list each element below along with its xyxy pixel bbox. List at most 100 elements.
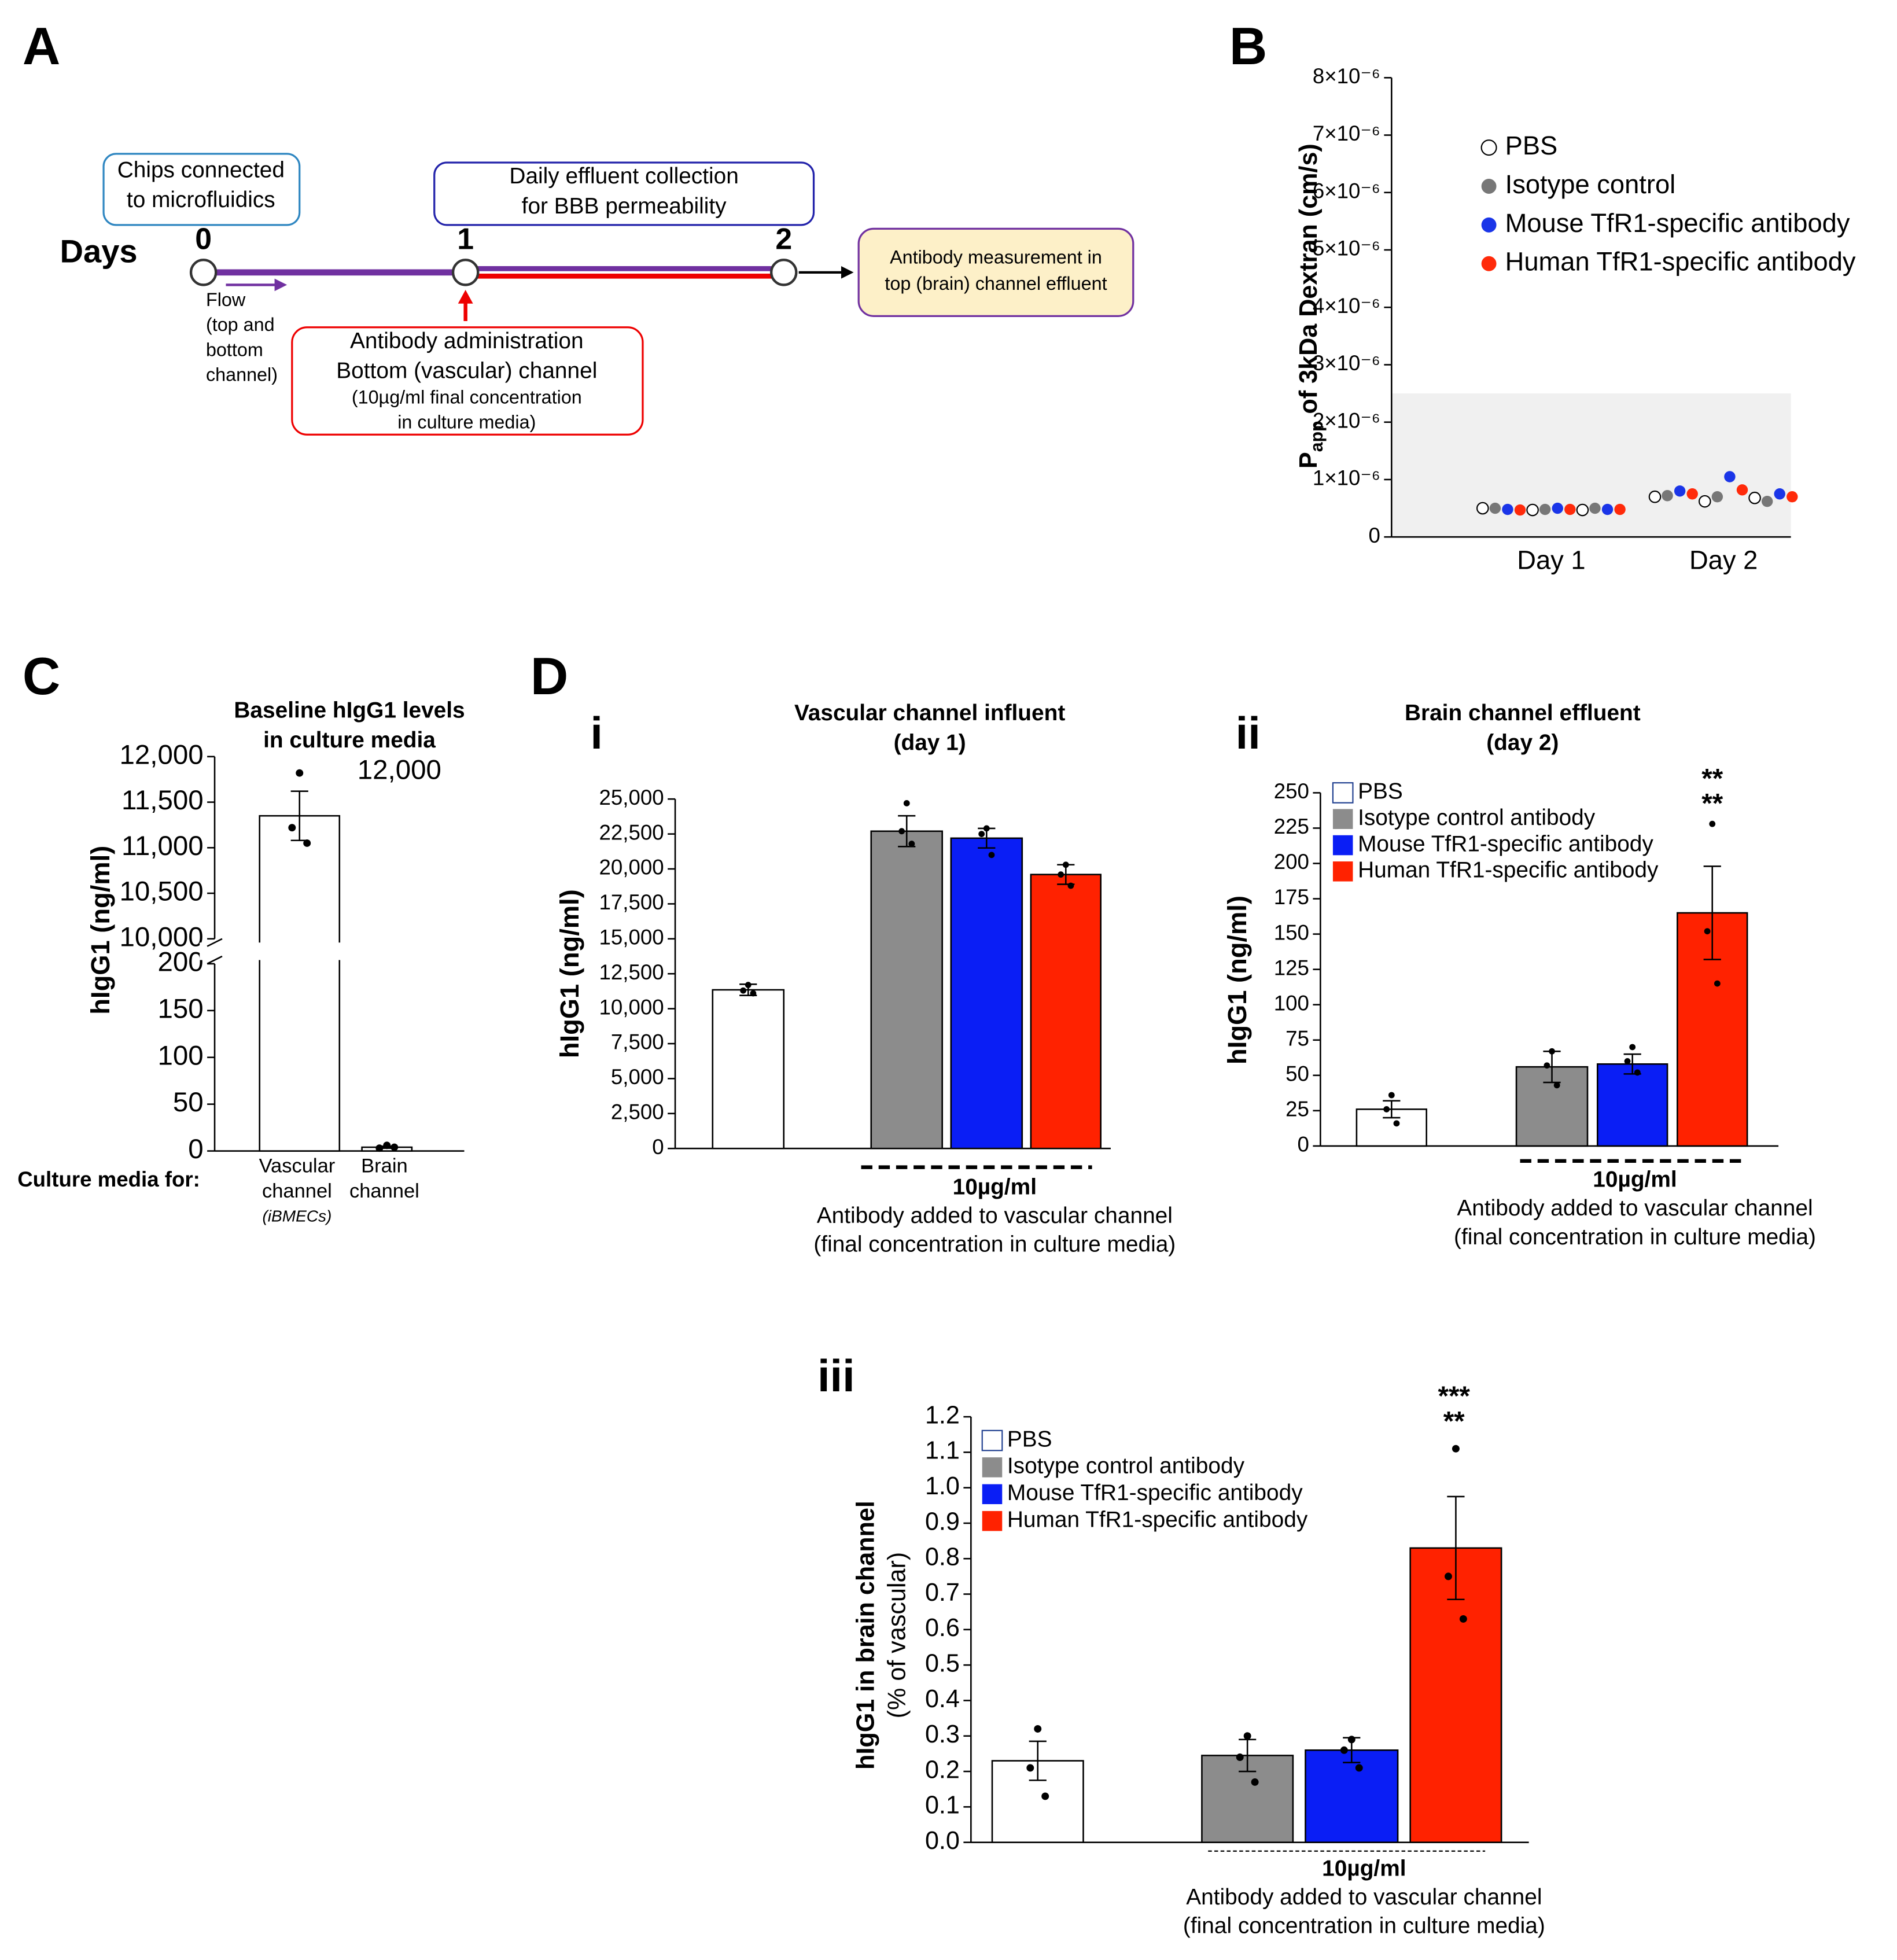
point	[1698, 495, 1711, 508]
y-tick-label: 0.7	[925, 1579, 960, 1607]
y-axis-label: Papp of 3kDa Dextran (cm/s)	[1295, 143, 1327, 469]
legend-label: Isotype control antibody	[1007, 1454, 1245, 1479]
legend-marker	[1481, 179, 1497, 194]
y-tick-label: 1.0	[925, 1472, 960, 1500]
y-tick-label: 0.4	[925, 1685, 960, 1713]
point	[375, 1144, 384, 1152]
point	[1601, 503, 1614, 515]
point	[1553, 1082, 1560, 1089]
y-tick-label: 11,500	[121, 785, 204, 816]
point	[1564, 503, 1576, 515]
group-label: (final concentration in culture media)	[1183, 1914, 1545, 1939]
y-tick-label: 22,500	[599, 820, 664, 844]
y-axis-label: hIgG1 (ng/ml)	[1222, 896, 1252, 1064]
point	[988, 852, 995, 859]
point	[978, 831, 985, 837]
group-label: Antibody added to vascular channel	[1186, 1885, 1542, 1910]
point	[288, 824, 296, 832]
y-tick-label: 7,500	[611, 1030, 664, 1054]
legend-label: Mouse TfR1-specific antibody	[1505, 208, 1850, 238]
point	[1034, 1725, 1042, 1733]
day-node	[189, 259, 218, 286]
y-tick-label: 2×10⁻⁶	[1313, 408, 1380, 432]
legend-label: Isotype control	[1505, 170, 1676, 199]
y-tick-label: 5,000	[611, 1065, 664, 1089]
point	[898, 828, 905, 835]
point	[1662, 490, 1673, 502]
point	[1589, 502, 1601, 514]
significance: **	[1701, 763, 1723, 794]
bar	[1030, 874, 1102, 1150]
y-tick-label: 11,000	[121, 831, 204, 861]
panel-label: A	[23, 17, 60, 76]
point	[1452, 1445, 1460, 1453]
point	[1355, 1764, 1363, 1772]
bar	[712, 989, 785, 1150]
y-tick-label: 200	[157, 946, 203, 977]
day-label: 2	[775, 222, 792, 256]
y-tick-label: 150	[157, 993, 203, 1024]
point	[908, 841, 915, 847]
y-tick-label: 15,000	[599, 925, 664, 949]
diagram-text: Daily effluent collection	[509, 164, 738, 189]
point	[1459, 1615, 1467, 1623]
y-tick-label: 6×10⁻⁶	[1313, 179, 1380, 202]
y-tick-label: 50	[173, 1087, 204, 1118]
x-tick-label: Vascular	[259, 1155, 336, 1177]
significance: **	[1443, 1406, 1465, 1436]
flow-arrow-head	[274, 278, 288, 292]
chart-title: Vascular channel influent	[794, 701, 1065, 725]
y-tick-label: 0.8	[925, 1543, 960, 1571]
y-tick-label: 225	[1274, 815, 1309, 838]
axis-break	[200, 942, 345, 960]
y-tick-label: 0.9	[925, 1508, 960, 1535]
point	[903, 800, 910, 806]
legend-swatch	[982, 1510, 1003, 1531]
panel-label: B	[1229, 17, 1267, 76]
legend-swatch	[981, 1430, 1003, 1451]
diagram-text: (10µg/ml final concentration	[352, 386, 582, 407]
legend-label: PBS	[1358, 779, 1403, 804]
group-label: 10µg/ml	[953, 1175, 1037, 1200]
legend-label: PBS	[1505, 131, 1558, 160]
point	[1539, 503, 1551, 515]
y-tick-label: 25	[1285, 1097, 1309, 1121]
point	[1711, 491, 1723, 503]
point	[1514, 504, 1526, 516]
day-node	[451, 259, 480, 286]
bar	[870, 830, 944, 1150]
legend-label: Isotype control antibody	[1358, 805, 1596, 830]
y-tick-label: 0.0	[925, 1827, 960, 1855]
panel-label: ii	[1236, 709, 1261, 758]
legend-swatch	[1332, 809, 1353, 829]
point	[1236, 1753, 1244, 1761]
box	[102, 153, 301, 226]
point	[1340, 1746, 1348, 1754]
point	[1062, 861, 1069, 868]
y-tick-label: 1.1	[925, 1437, 960, 1465]
days-label: Days	[60, 233, 138, 269]
legend-label: Human TfR1-specific antibody	[1007, 1507, 1308, 1532]
y-tick-label: 12,500	[599, 960, 664, 984]
y-axis-label: hIgG1 (ng/ml)	[555, 889, 584, 1058]
day-label: 1	[457, 222, 474, 256]
group-label: Antibody added to vascular channel	[817, 1203, 1173, 1228]
y-tick-label: 250	[1274, 779, 1309, 803]
y-tick-label: 10,500	[120, 876, 204, 907]
group-label: 10µg/ml	[1593, 1167, 1677, 1192]
panel-label: C	[23, 647, 60, 706]
chart-title: Brain channel effluent	[1405, 701, 1641, 725]
flow-text: (top and	[206, 314, 275, 335]
point	[1041, 1792, 1049, 1800]
admin-arrow-head	[458, 290, 473, 304]
error-bar	[1703, 865, 1721, 960]
y-axis-label: hIgG1 in brain channel	[852, 1501, 880, 1770]
point	[983, 825, 990, 832]
point	[296, 769, 304, 777]
y-tick-label: 0	[1298, 1133, 1309, 1156]
point	[1724, 471, 1736, 482]
y-tick-label: 1.2	[925, 1401, 960, 1429]
legend-swatch	[1332, 835, 1353, 856]
error-bar	[1383, 1100, 1401, 1119]
